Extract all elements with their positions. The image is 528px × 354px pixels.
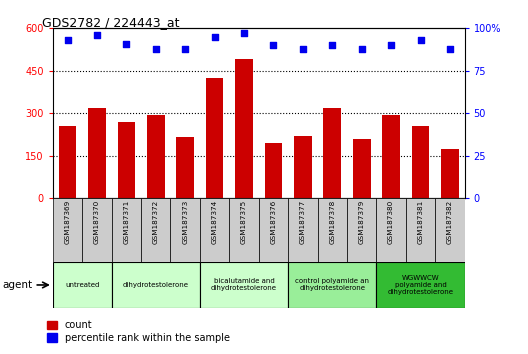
Text: GSM187379: GSM187379 [359,200,365,244]
Point [152,46,160,52]
Point [357,46,366,52]
Bar [347,198,376,262]
Bar [53,262,111,308]
Bar [111,262,200,308]
Bar [265,143,282,198]
Text: GDS2782 / 224443_at: GDS2782 / 224443_at [42,16,180,29]
Bar [229,198,259,262]
Text: GSM187372: GSM187372 [153,200,159,244]
Point [328,42,336,48]
Text: GSM187371: GSM187371 [124,200,129,244]
Bar [435,198,465,262]
Text: GSM187377: GSM187377 [300,200,306,244]
Bar [53,198,82,262]
Text: dihydrotestolerone: dihydrotestolerone [122,282,189,288]
Bar [317,198,347,262]
Bar [111,198,141,262]
Bar [382,115,400,198]
Legend: count, percentile rank within the sample: count, percentile rank within the sample [47,320,230,343]
Bar [259,198,288,262]
Bar [200,262,288,308]
Point [269,42,278,48]
Bar [376,262,465,308]
Point [210,34,219,40]
Point [181,46,190,52]
Point [387,42,395,48]
Bar [141,198,171,262]
Bar [288,198,317,262]
Text: GSM187374: GSM187374 [212,200,218,244]
Bar [412,126,429,198]
Bar [353,139,371,198]
Bar [82,198,111,262]
Bar [59,126,77,198]
Bar [147,115,165,198]
Text: control polyamide an
dihydrotestolerone: control polyamide an dihydrotestolerone [295,279,369,291]
Point [63,38,72,43]
Text: GSM187373: GSM187373 [182,200,188,244]
Point [446,46,454,52]
Bar [88,108,106,198]
Bar [441,149,459,198]
Text: GSM187382: GSM187382 [447,200,453,244]
Point [122,41,130,46]
Text: untreated: untreated [65,282,99,288]
Text: GSM187375: GSM187375 [241,200,247,244]
Text: GSM187378: GSM187378 [329,200,335,244]
Point [299,46,307,52]
Text: agent: agent [3,280,33,290]
Bar [406,198,435,262]
Bar [376,198,406,262]
Bar [324,108,341,198]
Text: GSM187376: GSM187376 [270,200,277,244]
Bar [171,198,200,262]
Bar [206,78,223,198]
Point [416,38,425,43]
Bar [288,262,376,308]
Bar [200,198,229,262]
Text: GSM187370: GSM187370 [94,200,100,244]
Bar [118,122,135,198]
Bar [176,137,194,198]
Point [240,30,248,36]
Text: GSM187380: GSM187380 [388,200,394,244]
Bar [294,136,312,198]
Text: WGWWCW
polyamide and
dihydrotestolerone: WGWWCW polyamide and dihydrotestolerone [388,275,454,295]
Point [93,32,101,38]
Bar [235,59,253,198]
Text: bicalutamide and
dihydrotestolerone: bicalutamide and dihydrotestolerone [211,279,277,291]
Text: GSM187381: GSM187381 [418,200,423,244]
Text: GSM187369: GSM187369 [64,200,71,244]
